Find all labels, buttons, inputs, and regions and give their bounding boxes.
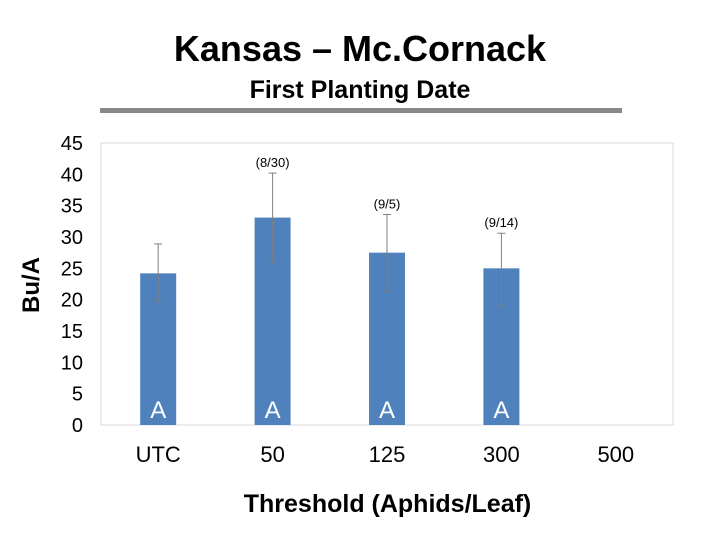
mean-separation-letter: A <box>265 397 281 424</box>
y-tick-label: 0 <box>72 415 83 437</box>
y-tick-label: 15 <box>61 321 83 343</box>
y-tick-label: 35 <box>61 196 83 218</box>
mean-separation-letter: A <box>493 397 509 424</box>
mean-separation-letter: A <box>150 397 166 424</box>
x-tick-label: 500 <box>597 442 634 467</box>
y-tick-label: 25 <box>61 258 83 280</box>
chart-title: Kansas – Mc.Cornack <box>173 28 547 69</box>
y-tick-label: 40 <box>61 164 83 186</box>
mean-separation-letter: A <box>379 397 395 424</box>
x-axis-label: Threshold (Aphids/Leaf) <box>243 490 532 518</box>
y-axis-label: Bu/A <box>18 257 45 313</box>
date-label: (9/5) <box>374 196 401 211</box>
title-divider <box>100 108 622 113</box>
date-label: (9/14) <box>484 215 518 230</box>
date-label: (8/30) <box>256 155 290 170</box>
x-tick-label: 50 <box>260 442 284 467</box>
y-tick-label: 5 <box>72 384 83 406</box>
chart-subtitle: First Planting Date <box>249 76 471 104</box>
x-tick-label: 300 <box>483 442 520 467</box>
x-tick-label: UTC <box>136 442 181 467</box>
y-tick-label: 10 <box>61 352 83 374</box>
y-tick-label: 45 <box>61 133 83 155</box>
x-tick-label: 125 <box>369 442 406 467</box>
y-tick-label: 20 <box>61 290 83 312</box>
y-tick-label: 30 <box>61 227 83 249</box>
